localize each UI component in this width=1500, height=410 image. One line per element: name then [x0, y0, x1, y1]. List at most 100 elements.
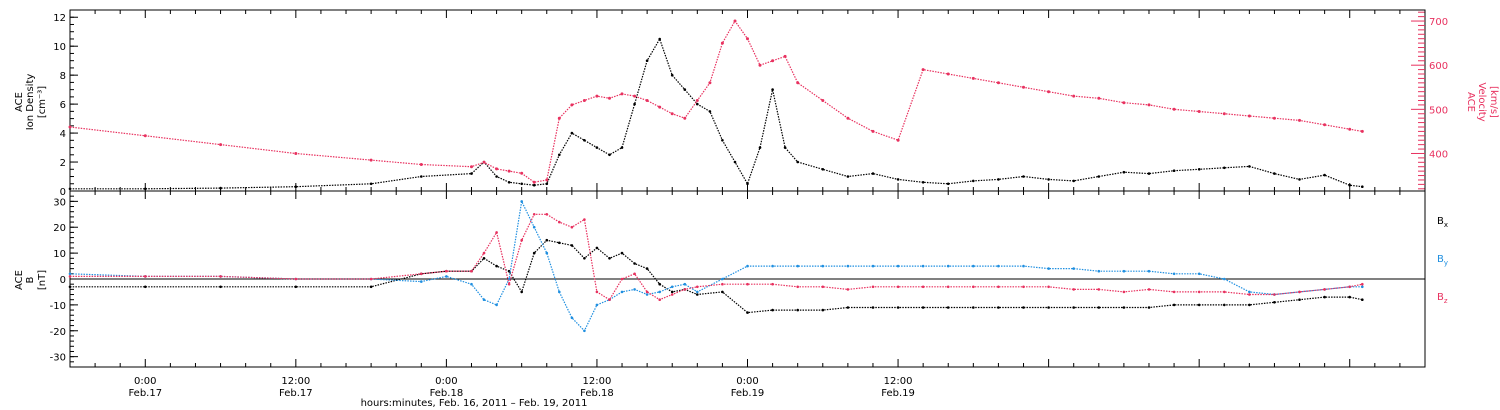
- bx-point: [746, 311, 749, 314]
- density-point: [946, 182, 950, 186]
- bz-point: [445, 269, 448, 273]
- velocity-point: [1122, 101, 1126, 105]
- by-point: [558, 290, 561, 294]
- b-tick-label: -30: [50, 353, 66, 364]
- by-point: [1072, 267, 1075, 270]
- bz-point: [658, 298, 661, 302]
- velocity-point: [369, 158, 373, 162]
- density-point: [1172, 169, 1176, 172]
- x-tick-date: Feb.17: [128, 388, 162, 399]
- velocity-point: [294, 152, 298, 155]
- bz-point: [1147, 288, 1151, 291]
- x-tick-date: Feb.18: [580, 388, 614, 399]
- bz-point: [1223, 290, 1226, 294]
- x-tick-time: 0:00: [134, 376, 156, 387]
- density-tick-label: 10: [53, 42, 66, 53]
- velocity-point: [620, 92, 624, 96]
- b-tick-label: 10: [53, 249, 66, 260]
- bx-point: [1298, 298, 1301, 302]
- velocity-line: [69, 19, 1363, 183]
- x-tick-time: 12:00: [281, 376, 310, 387]
- bx-point: [608, 257, 611, 260]
- by-point: [1223, 277, 1226, 281]
- density-point: [783, 146, 787, 149]
- bz-point: [495, 231, 498, 234]
- x-axis-label: hours:minutes, Feb. 16, 2011 – Feb. 19, …: [361, 398, 588, 409]
- bx-point: [1097, 306, 1101, 309]
- b-ylabel-line3: [nT]: [37, 270, 48, 290]
- bx-point: [921, 306, 925, 309]
- velocity-point: [771, 59, 775, 63]
- density-point: [645, 59, 649, 62]
- bx-point: [846, 306, 850, 309]
- bx-line: [70, 239, 1363, 314]
- b-y-axis: -30 -20 -10 0 10 20 30: [50, 190, 78, 368]
- density-point: [369, 182, 373, 186]
- velocity-point: [796, 81, 800, 85]
- bx-point: [68, 285, 72, 289]
- x-tick-time: 0:00: [736, 376, 758, 387]
- density-point: [620, 146, 624, 149]
- density-line: [70, 37, 1363, 190]
- bx-point: [595, 246, 599, 250]
- legend-bz-sub: z: [1444, 297, 1448, 305]
- bx-point: [583, 257, 586, 260]
- bx-point: [1223, 303, 1226, 307]
- legend-bx: Bx: [1437, 216, 1448, 229]
- bz-point: [1361, 282, 1364, 286]
- by-line: [69, 199, 1363, 332]
- bz-point: [670, 293, 674, 296]
- b-tick-label: -10: [50, 301, 66, 312]
- velocity-point: [532, 180, 536, 184]
- bz-point: [1172, 290, 1176, 294]
- density-point: [721, 139, 724, 142]
- by-point: [1147, 269, 1151, 273]
- density-y-axis: 0 2 4 6 8 10 12: [53, 9, 78, 198]
- velocity-point: [733, 19, 737, 23]
- x-tick-time: 12:00: [583, 376, 612, 387]
- bz-line: [70, 213, 1363, 301]
- velocity-point: [746, 37, 749, 41]
- by-point: [683, 282, 687, 286]
- by-point: [871, 264, 875, 268]
- bz-point: [871, 285, 875, 289]
- b-tick-label: 20: [53, 223, 66, 234]
- density-point: [1248, 165, 1251, 168]
- bz-point: [921, 285, 925, 289]
- velocity-point: [1298, 118, 1301, 122]
- density-tick-label: 12: [53, 13, 66, 24]
- velocity-point: [846, 116, 850, 120]
- density-ylabel-line3: [cm⁻³]: [37, 86, 48, 118]
- velocity-point: [1097, 96, 1101, 100]
- x-tick-date: Feb.19: [881, 388, 915, 399]
- bz-point: [1047, 285, 1050, 289]
- bx-point: [1122, 306, 1126, 309]
- bx-point: [1022, 306, 1025, 309]
- density-point: [1097, 175, 1101, 178]
- bx-point: [369, 285, 373, 289]
- density-tick-label: 4: [60, 129, 66, 140]
- density-point: [758, 146, 762, 149]
- bz-point: [420, 272, 423, 276]
- bz-point: [1323, 288, 1326, 291]
- bz-point: [1197, 290, 1201, 294]
- velocity-point: [495, 167, 499, 171]
- bz-point: [558, 220, 561, 224]
- bz-point: [796, 285, 799, 289]
- by-point: [821, 264, 825, 268]
- bx-point: [1348, 295, 1351, 299]
- velocity-point: [143, 134, 147, 138]
- velocity-point: [545, 178, 549, 182]
- density-point: [520, 182, 523, 186]
- velocity-point: [996, 81, 1000, 85]
- density-point: [1197, 168, 1201, 171]
- density-point: [1323, 173, 1326, 177]
- by-point: [520, 200, 523, 203]
- bz-point: [520, 238, 523, 242]
- bx-point: [482, 257, 486, 260]
- density-point: [1147, 172, 1151, 175]
- bx-point: [495, 264, 498, 268]
- velocity-point: [608, 96, 611, 100]
- density-tick-label: 0: [60, 187, 66, 198]
